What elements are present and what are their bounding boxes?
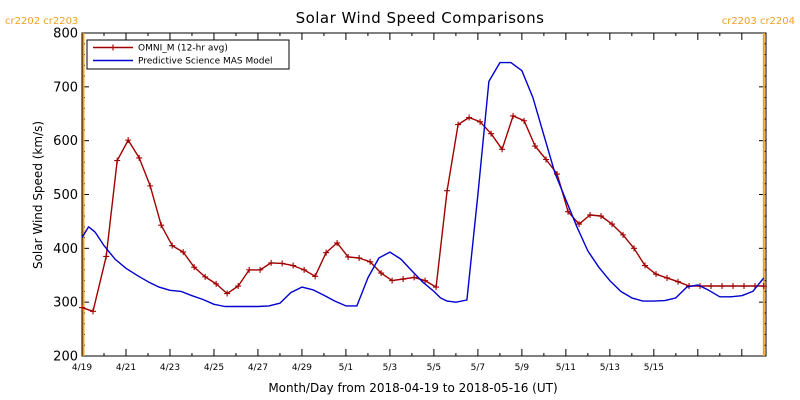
y-tick-label: 800 xyxy=(53,27,78,42)
x-tick-label: 4/29 xyxy=(292,363,312,373)
data-point-marker xyxy=(521,117,528,124)
data-point-marker xyxy=(730,283,737,290)
series-line xyxy=(81,61,765,308)
plot-border xyxy=(81,32,767,357)
data-point-marker xyxy=(180,249,187,256)
data-point-marker xyxy=(488,130,495,137)
data-point-marker xyxy=(433,284,440,291)
data-point-marker xyxy=(719,283,726,290)
legend-label-omni: OMNI_M (12-hr avg) xyxy=(138,44,228,54)
data-point-marker xyxy=(510,112,517,119)
data-point-marker xyxy=(213,280,220,287)
data-point-marker xyxy=(576,221,583,228)
data-point-marker xyxy=(598,213,605,220)
data-point-marker xyxy=(290,262,297,269)
data-point-marker xyxy=(191,264,198,271)
data-point-marker xyxy=(79,304,85,311)
y-tick-label: 400 xyxy=(53,242,78,257)
data-point-marker xyxy=(224,290,231,297)
carrington-boundary-lines xyxy=(82,33,765,356)
series-layer xyxy=(79,61,767,315)
data-point-marker xyxy=(301,266,308,273)
x-tick-label: 5/5 xyxy=(427,363,441,373)
data-point-marker xyxy=(279,260,286,267)
data-point-marker xyxy=(235,283,242,290)
data-point-marker xyxy=(103,253,110,260)
data-point-marker xyxy=(532,143,539,150)
data-point-marker xyxy=(312,273,319,280)
x-tick-label: 5/1 xyxy=(339,363,353,373)
x-tick-label: 4/23 xyxy=(160,363,180,373)
data-point-marker xyxy=(466,114,473,121)
data-point-marker xyxy=(760,283,767,290)
data-point-marker xyxy=(246,266,253,273)
data-point-marker xyxy=(543,156,550,163)
data-point-marker xyxy=(642,262,649,269)
data-point-marker xyxy=(620,231,627,238)
data-point-marker xyxy=(323,249,330,256)
carrington-right-label: cr2203 cr2204 xyxy=(722,16,795,27)
legend-label-mas: Predictive Science MAS Model xyxy=(138,57,273,67)
data-point-marker xyxy=(455,121,462,128)
data-point-marker xyxy=(664,274,671,281)
y-tick-label: 600 xyxy=(53,134,78,149)
data-point-marker xyxy=(675,278,682,285)
x-tick-label: 5/11 xyxy=(556,363,576,373)
data-point-marker xyxy=(389,277,396,284)
plot-frame xyxy=(81,32,767,357)
data-point-marker xyxy=(125,137,132,144)
data-point-marker xyxy=(499,146,506,153)
data-point-marker xyxy=(169,242,176,249)
data-point-marker xyxy=(334,239,341,246)
data-point-marker xyxy=(587,211,594,218)
legend: OMNI_M (12-hr avg) Predictive Science MA… xyxy=(86,39,290,70)
x-tick-label: 5/15 xyxy=(644,363,664,373)
x-tick-label: 5/13 xyxy=(600,363,620,373)
data-point-marker xyxy=(609,221,616,228)
data-point-marker xyxy=(345,253,352,260)
data-point-marker xyxy=(708,283,715,290)
x-tick-label: 4/21 xyxy=(116,363,136,373)
carrington-left-label: cr2202 cr2203 xyxy=(5,16,78,27)
y-axis-label: Solar Wind Speed (km/s) xyxy=(31,121,45,269)
chart-title: Solar Wind Speed Comparisons xyxy=(296,9,545,27)
data-point-marker xyxy=(356,255,363,262)
data-point-marker xyxy=(741,283,748,290)
y-tick-label: 700 xyxy=(53,80,78,95)
data-point-marker xyxy=(147,182,154,189)
y-tick-label: 500 xyxy=(53,188,78,203)
data-point-marker xyxy=(411,274,418,281)
y-tick-label: 300 xyxy=(53,296,78,311)
data-point-marker xyxy=(89,308,96,315)
x-axis-ticks: 4/19 4/21 4/23 4/25 4/27 4/29 5/1 5/3 5/5 5/7 5/9 5… xyxy=(72,33,765,373)
x-tick-label: 5/9 xyxy=(515,363,530,373)
y-axis-ticks: 200 300 400 500 600 700 800 xyxy=(53,27,766,365)
data-point-marker xyxy=(367,258,374,265)
data-point-marker xyxy=(477,118,484,125)
data-point-marker xyxy=(114,157,121,164)
data-point-marker xyxy=(378,270,385,277)
data-point-marker xyxy=(136,154,143,161)
data-point-marker xyxy=(400,276,407,283)
legend-box xyxy=(86,39,290,70)
data-point-marker xyxy=(422,277,429,284)
series-mas xyxy=(81,61,765,308)
data-point-marker xyxy=(257,266,264,273)
x-tick-label: 4/25 xyxy=(204,363,224,373)
series-omni xyxy=(79,112,767,315)
data-point-marker xyxy=(158,222,165,229)
data-point-marker xyxy=(268,259,275,266)
x-tick-label: 4/19 xyxy=(72,363,92,373)
x-axis-label: Month/Day from 2018-04-19 to 2018-05-16 … xyxy=(268,381,557,395)
x-tick-label: 5/7 xyxy=(471,363,485,373)
data-point-marker xyxy=(202,273,209,280)
legend-marker-omni xyxy=(110,44,116,51)
data-point-marker xyxy=(444,187,451,194)
x-tick-label: 4/27 xyxy=(248,363,268,373)
x-tick-label: 5/3 xyxy=(383,363,397,373)
data-point-marker xyxy=(631,245,638,252)
y-tick-label: 200 xyxy=(53,350,78,365)
data-point-marker xyxy=(653,271,660,278)
